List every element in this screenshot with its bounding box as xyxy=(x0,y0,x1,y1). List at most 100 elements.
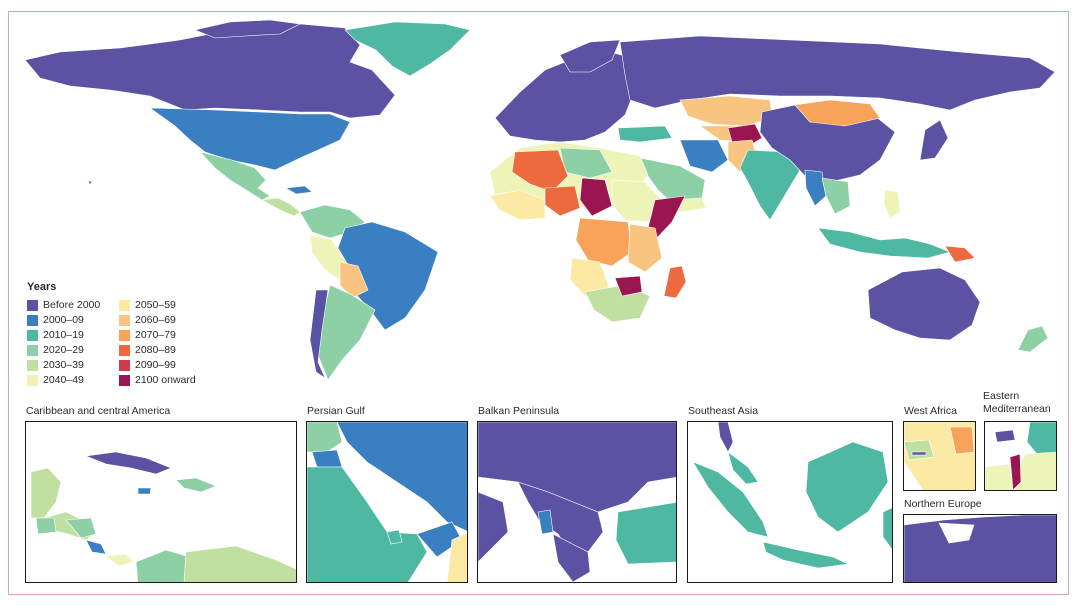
region-papua xyxy=(944,245,976,263)
region-iran xyxy=(679,139,729,173)
region-scandinavia xyxy=(559,39,621,73)
israel xyxy=(1009,453,1022,490)
java xyxy=(762,541,850,569)
legend-item: Before 2000 xyxy=(27,299,119,311)
malaysia xyxy=(727,451,759,485)
venezuela xyxy=(183,545,296,582)
region-bolivia xyxy=(339,261,369,299)
inset-southeast-asia xyxy=(687,421,893,583)
legend-item: 2050–59 xyxy=(119,299,211,311)
legend-label: 2040–49 xyxy=(43,374,84,386)
region-mongolia xyxy=(794,99,881,127)
gambia xyxy=(911,451,927,456)
malay-peninsula xyxy=(717,422,734,453)
sulawesi xyxy=(882,507,892,550)
senegal xyxy=(904,439,935,461)
legend-item: 2020–29 xyxy=(27,344,119,356)
inset-persian-gulf-map xyxy=(307,422,467,582)
legend-item: 2060–69 xyxy=(119,314,211,326)
legend-swatch xyxy=(119,329,130,341)
legend-item: 2080–89 xyxy=(119,344,211,356)
baltic-sea xyxy=(938,522,975,544)
map-legend: Years Before 2000 2050–59 2000–09 2060–6… xyxy=(27,281,211,386)
inset-northern-europe xyxy=(903,514,1057,583)
region-japan xyxy=(919,119,949,161)
inset-west-africa-map xyxy=(904,422,975,490)
inset-label-eastern-med: Eastern Mediterranean xyxy=(983,390,1051,415)
inset-caribbean xyxy=(25,421,297,583)
legend-swatch xyxy=(27,299,38,311)
region-greenland xyxy=(344,21,471,77)
inset-west-africa xyxy=(903,421,976,491)
legend-swatch xyxy=(27,314,38,326)
legend-swatch xyxy=(27,329,38,341)
oman xyxy=(446,532,467,582)
italy xyxy=(478,491,509,563)
inset-label-balkan: Balkan Peninsula xyxy=(478,405,560,417)
borneo xyxy=(805,441,889,533)
legend-item: 2070–79 xyxy=(119,329,211,341)
legend-swatch xyxy=(119,344,130,356)
jamaica xyxy=(137,487,152,495)
legend-label: 2000–09 xyxy=(43,314,84,326)
inset-eastern-med-map xyxy=(985,422,1056,490)
legend-swatch xyxy=(27,359,38,371)
region-australia xyxy=(867,267,981,341)
inset-caribbean-map xyxy=(30,451,296,582)
inset-label-persian-gulf: Persian Gulf xyxy=(307,405,365,417)
mexico-yucatan xyxy=(30,467,62,519)
legend-items: Before 2000 2050–59 2000–09 2060–69 2010… xyxy=(27,299,211,386)
region-indochina xyxy=(821,177,851,215)
qatar xyxy=(386,529,403,545)
legend-swatch xyxy=(119,299,130,311)
jordan xyxy=(1014,451,1056,490)
sumatra xyxy=(692,461,769,538)
region-myanmar xyxy=(804,169,827,207)
guinea xyxy=(949,426,975,455)
inset-southeast-asia-map xyxy=(692,422,892,569)
legend-swatch xyxy=(119,314,130,326)
inset-label-west-africa: West Africa xyxy=(904,405,957,417)
legend-item: 2090–99 xyxy=(119,359,211,371)
region-chad xyxy=(579,177,613,217)
albania xyxy=(537,509,554,535)
cyprus xyxy=(994,429,1016,443)
hispaniola xyxy=(175,477,217,493)
legend-label: 2060–69 xyxy=(135,314,176,326)
legend-label: 2090–99 xyxy=(135,359,176,371)
legend-label: 2080–89 xyxy=(135,344,176,356)
legend-label: 2010–19 xyxy=(43,329,84,341)
northern-europe-land xyxy=(904,515,1056,582)
region-zimbabwe xyxy=(614,275,643,297)
legend-label: Before 2000 xyxy=(43,299,101,311)
region-cuba xyxy=(285,185,313,195)
region-kazakhstan xyxy=(679,95,773,127)
legend-swatch xyxy=(27,374,38,386)
iran xyxy=(336,422,467,532)
region-arctic-islands xyxy=(194,19,301,39)
inset-balkan xyxy=(477,421,677,583)
region-nigeria xyxy=(544,185,581,217)
kuwait xyxy=(311,449,343,468)
region-turkey xyxy=(617,125,673,143)
guatemala xyxy=(35,517,57,535)
region-madagascar xyxy=(663,265,687,299)
world-map xyxy=(24,19,1056,381)
region-west-africa xyxy=(489,189,546,221)
region-central-africa xyxy=(575,217,633,267)
legend-item: 2030–39 xyxy=(27,359,119,371)
inset-balkan-map xyxy=(478,422,676,582)
region-east-africa xyxy=(627,223,663,273)
region-hawaii xyxy=(87,179,93,186)
region-europe xyxy=(494,51,641,143)
region-usa xyxy=(149,107,351,171)
legend-swatch xyxy=(27,344,38,356)
region-new-zealand xyxy=(1017,325,1049,353)
legend-label: 2020–29 xyxy=(43,344,84,356)
iraq xyxy=(307,422,343,453)
costa-rica xyxy=(85,539,107,555)
region-canada xyxy=(24,23,396,119)
turkey xyxy=(615,502,676,565)
region-mexico xyxy=(199,151,271,201)
region-brazil xyxy=(337,221,439,331)
